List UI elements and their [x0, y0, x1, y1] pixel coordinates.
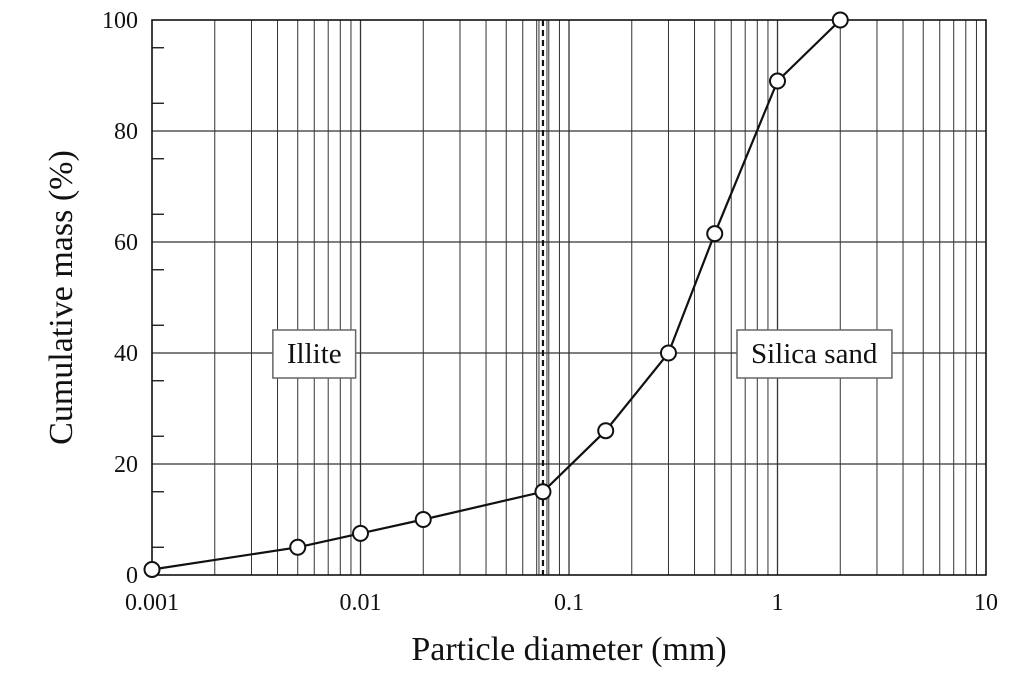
annotation-label: Illite [287, 338, 342, 370]
plot-frame [151, 19, 987, 576]
x-axis-title: Particle diameter (mm) [411, 631, 726, 668]
annotation-frame [736, 329, 893, 379]
data-point [659, 344, 677, 362]
x-tick-label: 1 [772, 590, 784, 616]
series-line [151, 19, 842, 571]
y-tick-label: 60 [114, 230, 138, 256]
data-point [352, 524, 369, 542]
x-tick-label: 0.001 [125, 590, 179, 616]
y-tick-label: 20 [114, 452, 138, 478]
y-tick-label: 0 [126, 563, 138, 589]
x-tick-label: 0.01 [340, 590, 382, 616]
series [143, 11, 849, 578]
x-tick-label: 0.1 [554, 590, 584, 616]
data-point [706, 225, 724, 243]
grid [152, 20, 986, 575]
y-tick-label: 80 [114, 119, 138, 145]
x-tick-label: 10 [974, 590, 998, 616]
y-axis-title: Cumulative mass (%) [43, 150, 80, 445]
y-tick-label: 40 [114, 341, 138, 367]
minor-y-ticks [152, 47, 164, 548]
y-tick-label: 100 [102, 8, 138, 34]
annotation-label: Silica sand [751, 338, 878, 370]
data-point [769, 72, 786, 90]
annotation-box: Illite [272, 329, 357, 379]
annotation-frame [272, 329, 357, 379]
annotations: Illite Silica sand [272, 329, 893, 379]
data-point [143, 560, 161, 578]
data-point [831, 11, 849, 29]
data-point [289, 538, 307, 556]
data-point [414, 511, 432, 528]
data-point [534, 483, 552, 501]
data-point [597, 422, 615, 440]
annotation-box: Silica sand [736, 329, 893, 379]
reference-lines [538, 20, 548, 575]
